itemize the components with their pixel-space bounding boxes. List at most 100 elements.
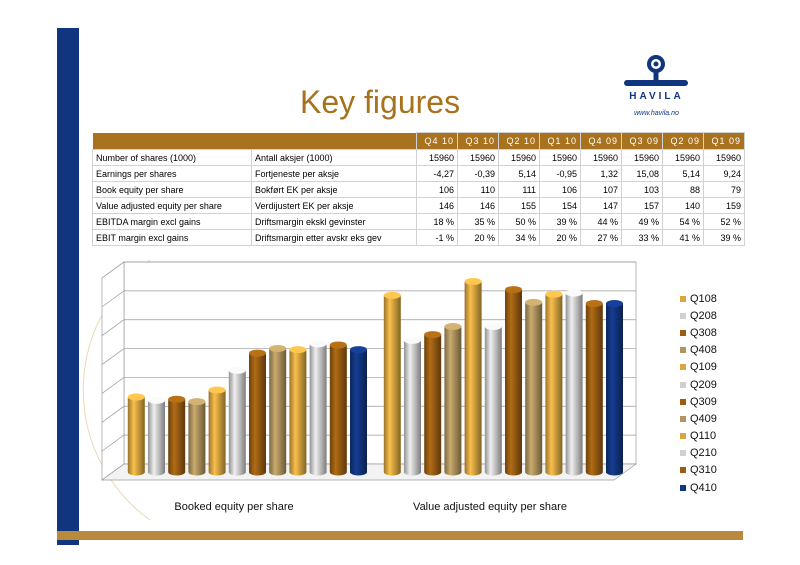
table-cell: 159 — [703, 197, 745, 214]
table-cell: 103 — [621, 181, 663, 198]
legend-swatch — [680, 415, 686, 422]
table-cell: 146 — [457, 197, 499, 214]
row-label-norwegian: Antall aksjer (1000) — [251, 149, 417, 166]
table-cell: 15960 — [498, 149, 540, 166]
bar-q208-booked — [148, 396, 165, 476]
logo-wordmark: HAVILA — [629, 91, 684, 102]
bar-q110-booked — [289, 346, 307, 476]
key-figures-table: Q4 10 Q3 10 Q2 10 Q1 10 Q4 09 Q3 09 Q2 09 Q1 09… — [92, 132, 745, 246]
table-cell: 41 % — [662, 229, 704, 246]
table-cell: 5,14 — [498, 165, 540, 182]
bar-q410-value-adjusted — [606, 299, 623, 476]
bar-q408-value-adjusted — [444, 323, 462, 476]
legend-swatch — [680, 398, 686, 405]
row-label-english: Value adjusted equity per share — [92, 197, 252, 214]
table-cell: 54 % — [662, 213, 704, 230]
table-cell: 154 — [539, 197, 581, 214]
table-cell: 39 % — [703, 229, 745, 246]
column-header: Q4 10 — [416, 132, 458, 150]
bar-q408-booked — [188, 398, 206, 476]
table-cell: 110 — [457, 181, 499, 198]
table-cell: 15960 — [662, 149, 704, 166]
legend-label: Q109 — [690, 361, 717, 374]
table-cell: 44 % — [580, 213, 622, 230]
bar-q209-booked — [228, 366, 246, 476]
bar-q208-value-adjusted — [404, 336, 421, 476]
page-title: Key figures — [300, 84, 461, 120]
bar-q409-booked — [269, 344, 287, 476]
table-cell: 39 % — [539, 213, 581, 230]
table-cell: 106 — [539, 181, 581, 198]
bottom-accent-bar — [57, 531, 743, 540]
table-cell: 5,14 — [662, 165, 704, 182]
table-cell: 20 % — [539, 229, 581, 246]
legend-swatch — [680, 364, 686, 371]
row-label-norwegian: Driftsmargin etter avskr eks gev — [251, 229, 417, 246]
row-label-norwegian: Bokført EK per aksje — [251, 181, 417, 198]
bar-q409-value-adjusted — [525, 298, 543, 476]
table-cell: 147 — [580, 197, 622, 214]
table-row: Book equity per share Bokført EK per aksj… — [92, 181, 745, 198]
bar-q110-value-adjusted — [545, 290, 563, 476]
column-header: Q4 09 — [580, 132, 622, 150]
anchor-icon — [624, 55, 688, 86]
table-cell: 146 — [416, 197, 458, 214]
legend-item: Q310 — [680, 462, 717, 479]
bar-q310-booked — [329, 341, 347, 476]
table-cell: -0,39 — [457, 165, 499, 182]
legend-item: Q110 — [680, 428, 717, 445]
table-cell: 15960 — [416, 149, 458, 166]
bar-q309-value-adjusted — [505, 286, 522, 476]
table-cell: 52 % — [703, 213, 745, 230]
legend-label: Q309 — [690, 395, 717, 408]
table-cell: 33 % — [621, 229, 663, 246]
legend-swatch — [680, 381, 686, 388]
legend-swatch — [680, 484, 686, 491]
gridline — [101, 261, 636, 279]
column-header: Q2 10 — [498, 132, 540, 150]
legend-label: Q409 — [690, 412, 717, 425]
legend-item: Q308 — [680, 324, 717, 341]
legend-label: Q210 — [690, 447, 717, 460]
column-header: Q3 09 — [621, 132, 663, 150]
legend-item: Q109 — [680, 359, 717, 376]
table-cell: 9,24 — [703, 165, 745, 182]
legend-swatch — [680, 295, 686, 302]
legend-item: Q108 — [680, 290, 717, 307]
table-cell: 15,08 — [621, 165, 663, 182]
legend-item: Q410 — [680, 479, 717, 496]
table-cell: 155 — [498, 197, 540, 214]
table-cell: 79 — [703, 181, 745, 198]
table-row: EBITDA margin excl gains Driftsmargin eks… — [92, 213, 745, 230]
left-accent-bar — [57, 28, 79, 545]
legend-label: Q208 — [690, 309, 717, 322]
table-cell: 27 % — [580, 229, 622, 246]
legend-item: Q208 — [680, 307, 717, 324]
table-cell: 15960 — [580, 149, 622, 166]
legend-item: Q409 — [680, 410, 717, 427]
table-cell: 140 — [662, 197, 704, 214]
table-cell: -4,27 — [416, 165, 458, 182]
row-label-english: EBITDA margin excl gains — [92, 213, 252, 230]
legend-item: Q210 — [680, 445, 717, 462]
legend-swatch — [680, 312, 686, 319]
table-cell: 15960 — [539, 149, 581, 166]
table-cell: 49 % — [621, 213, 663, 230]
bar-q210-booked — [309, 340, 327, 476]
table-cell: 15960 — [703, 149, 745, 166]
row-label-norwegian: Verdijustert EK per aksje — [251, 197, 417, 214]
table-cell: 20 % — [457, 229, 499, 246]
legend-label: Q110 — [690, 430, 717, 443]
column-header: Q3 10 — [457, 132, 499, 150]
logo-url: www.havila.no — [634, 110, 679, 117]
column-header: Q2 09 — [662, 132, 704, 150]
table-header-row: Q4 10 Q3 10 Q2 10 Q1 10 Q4 09 Q3 09 Q2 09 Q1 09 — [92, 132, 745, 150]
table-cell: 157 — [621, 197, 663, 214]
bar-q108-booked — [127, 393, 145, 476]
column-header: Q1 10 — [539, 132, 581, 150]
legend-label: Q408 — [690, 344, 717, 357]
table-row: Number of shares (1000) Antall aksjer (10… — [92, 149, 745, 166]
row-label-english: EBIT margin excl gains — [92, 229, 252, 246]
legend-item: Q309 — [680, 393, 717, 410]
table-cell: 34 % — [498, 229, 540, 246]
